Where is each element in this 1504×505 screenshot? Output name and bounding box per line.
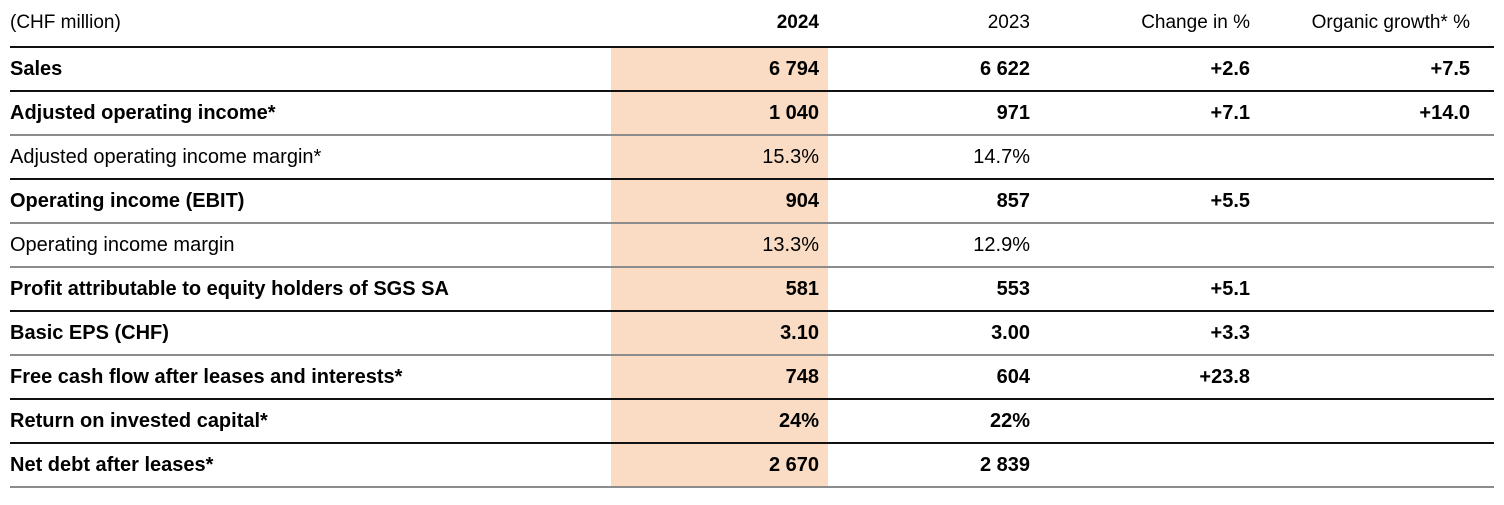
value-2024: 2 670 [611, 444, 828, 486]
value-2023: 857 [996, 189, 1030, 212]
value-2023: 553 [996, 277, 1030, 300]
table-row-basic-eps: Basic EPS (CHF) 3.10 3.00 +3.3 [10, 312, 1494, 356]
value-2023: 3.00 [991, 321, 1030, 344]
table-row-net-debt-after-leases: Net debt after leases* 2 670 2 839 [10, 444, 1494, 488]
value-2023: 22% [989, 409, 1030, 432]
table-row-sales: Sales 6 794 6 622 +2.6 +7.5 [10, 48, 1494, 92]
row-label: Operating income margin [10, 233, 235, 256]
value-organic: +7.5 [1430, 57, 1470, 80]
row-label: Return on invested capital* [10, 409, 268, 432]
column-header-2024: 2024 [776, 12, 819, 33]
table-row-free-cash-flow: Free cash flow after leases and interest… [10, 356, 1494, 400]
value-2023: 14.7% [973, 145, 1030, 168]
value-change: +5.1 [1210, 277, 1250, 300]
value-2023: 2 839 [979, 453, 1030, 476]
table-row-adjusted-operating-income-margin: Adjusted operating income margin* 15.3% … [10, 136, 1494, 180]
row-label: Free cash flow after leases and interest… [10, 365, 403, 388]
value-2024: 13.3% [611, 224, 828, 266]
column-header-organic-growth: Organic growth* % [1311, 12, 1470, 33]
column-header-2023: 2023 [987, 12, 1030, 33]
value-2024: 1 040 [611, 92, 828, 134]
row-label: Sales [10, 57, 63, 80]
row-label: Net debt after leases* [10, 453, 214, 476]
value-2024: 24% [611, 400, 828, 442]
financial-summary-table: (CHF million) 2024 2023 Change in % Orga… [10, 0, 1494, 488]
row-label: Profit attributable to equity holders of… [10, 277, 449, 300]
value-2023: 604 [996, 365, 1030, 388]
value-change: +3.3 [1210, 321, 1250, 344]
value-organic: +14.0 [1419, 101, 1470, 124]
column-header-change: Change in % [1141, 12, 1250, 33]
value-2024: 6 794 [611, 48, 828, 90]
table-row-profit-attributable: Profit attributable to equity holders of… [10, 268, 1494, 312]
table-row-return-on-invested-capital: Return on invested capital* 24% 22% [10, 400, 1494, 444]
value-2024: 581 [611, 268, 828, 310]
table-row-operating-income-ebit: Operating income (EBIT) 904 857 +5.5 [10, 180, 1494, 224]
value-2023: 971 [996, 101, 1030, 124]
value-change: +23.8 [1199, 365, 1250, 388]
value-2024: 15.3% [611, 136, 828, 178]
table-row-adjusted-operating-income: Adjusted operating income* 1 040 971 +7.… [10, 92, 1494, 136]
table-header-row: (CHF million) 2024 2023 Change in % Orga… [10, 0, 1494, 48]
value-change: +5.5 [1210, 189, 1250, 212]
column-header-unit: (CHF million) [10, 12, 121, 33]
row-label: Adjusted operating income* [10, 101, 276, 124]
value-change: +7.1 [1210, 101, 1250, 124]
value-2024: 748 [611, 356, 828, 398]
value-2024: 904 [611, 180, 828, 222]
row-label: Operating income (EBIT) [10, 189, 245, 212]
row-label: Adjusted operating income margin* [10, 145, 322, 168]
value-2023: 6 622 [979, 57, 1030, 80]
value-2024: 3.10 [611, 312, 828, 354]
value-2023: 12.9% [973, 233, 1030, 256]
value-change: +2.6 [1210, 57, 1250, 80]
table-row-operating-income-margin: Operating income margin 13.3% 12.9% [10, 224, 1494, 268]
row-label: Basic EPS (CHF) [10, 321, 169, 344]
